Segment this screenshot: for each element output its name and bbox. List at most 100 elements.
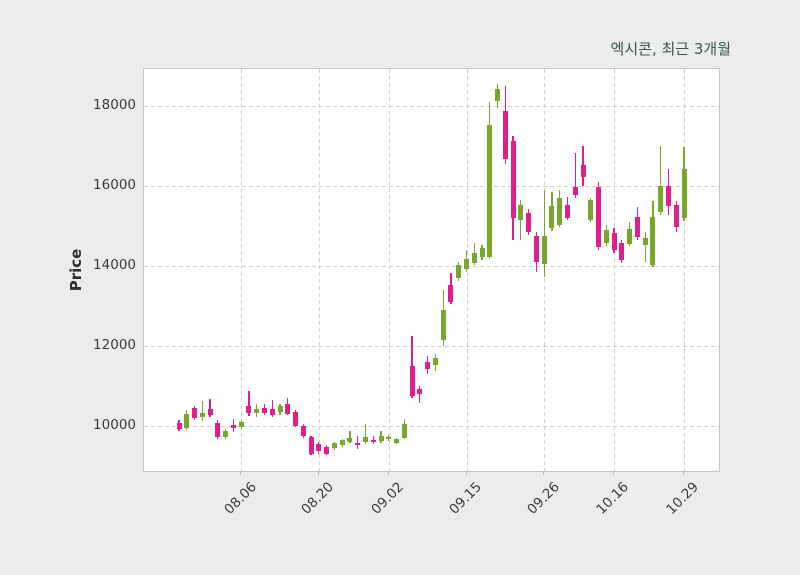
candle-body bbox=[565, 204, 570, 218]
candle-body bbox=[588, 199, 594, 220]
candle-body bbox=[363, 437, 368, 442]
candle-body bbox=[596, 186, 601, 247]
candle-body bbox=[681, 168, 687, 219]
x-tick-label: 08.06 bbox=[220, 479, 260, 518]
candle-wick bbox=[349, 430, 351, 444]
candle-body bbox=[378, 435, 384, 441]
candle-body bbox=[238, 421, 244, 427]
candle-wick bbox=[644, 231, 646, 262]
candle-body bbox=[277, 405, 283, 413]
candle-body bbox=[673, 204, 679, 227]
candle-body bbox=[580, 164, 586, 178]
candle-body bbox=[230, 425, 236, 429]
candle-body bbox=[510, 141, 516, 218]
candle-body bbox=[634, 216, 640, 237]
gridline-horizontal bbox=[144, 106, 719, 108]
candle-wick bbox=[248, 390, 250, 416]
candle-body bbox=[184, 413, 190, 428]
candle-body bbox=[308, 437, 314, 454]
candle-wick bbox=[209, 398, 211, 418]
x-tick-label: 09.15 bbox=[446, 479, 485, 518]
candle-body bbox=[355, 443, 361, 446]
candle-body bbox=[215, 423, 221, 438]
candle-body bbox=[495, 88, 500, 102]
candle-body bbox=[409, 365, 415, 396]
candle-wick bbox=[232, 418, 235, 432]
candle-body bbox=[199, 412, 205, 417]
candle-wick bbox=[271, 399, 273, 418]
candle-body bbox=[207, 408, 213, 416]
gridline-vertical bbox=[388, 69, 390, 471]
candle-body bbox=[526, 212, 532, 232]
x-tick-mark bbox=[683, 471, 684, 475]
chart-title: 엑시콘, 최근 3개월 bbox=[610, 40, 731, 58]
x-tick-label: 09.02 bbox=[368, 479, 408, 518]
x-tick-mark bbox=[613, 471, 615, 475]
y-tick-label: 18000 bbox=[93, 97, 136, 114]
candle-body bbox=[464, 258, 469, 269]
gridline-horizontal bbox=[144, 425, 719, 427]
candle-body bbox=[440, 310, 446, 341]
candle-wick bbox=[660, 146, 662, 215]
x-tick-label: 08.20 bbox=[298, 479, 338, 518]
candle-body bbox=[386, 436, 392, 440]
candle-body bbox=[619, 242, 625, 260]
candle-body bbox=[603, 229, 609, 243]
candle-body bbox=[572, 186, 578, 195]
candle-body bbox=[401, 423, 407, 438]
candle-body bbox=[642, 237, 648, 245]
plot-area bbox=[143, 68, 720, 472]
candle-body bbox=[448, 285, 454, 302]
candle-body bbox=[324, 447, 330, 454]
gridline-vertical bbox=[614, 69, 616, 471]
candle-body bbox=[269, 408, 275, 416]
x-tick-mark bbox=[543, 471, 545, 475]
x-tick-label: 10.16 bbox=[593, 479, 633, 518]
candle-body bbox=[425, 362, 431, 369]
y-tick-label: 14000 bbox=[93, 257, 136, 273]
candle-body bbox=[394, 439, 399, 443]
candle-body bbox=[417, 388, 423, 394]
candle-body bbox=[192, 407, 197, 419]
gridline-horizontal bbox=[144, 345, 719, 347]
candle-body bbox=[262, 407, 267, 413]
candle-body bbox=[246, 405, 252, 414]
candle-body bbox=[611, 232, 617, 250]
candle-body bbox=[432, 358, 438, 366]
candle-body bbox=[533, 236, 539, 262]
x-tick-mark bbox=[387, 471, 389, 475]
candle-body bbox=[300, 425, 306, 436]
y-tick-label: 12000 bbox=[93, 336, 136, 353]
x-tick-mark bbox=[465, 471, 467, 475]
candle-body bbox=[479, 247, 485, 257]
candle-body bbox=[666, 186, 671, 207]
candle-body bbox=[541, 236, 547, 264]
candle-body bbox=[471, 252, 477, 263]
x-tick-label: 10.29 bbox=[663, 479, 703, 518]
candle-body bbox=[650, 216, 656, 265]
candle-body bbox=[658, 186, 664, 213]
candle-body bbox=[557, 197, 563, 225]
candle-body bbox=[347, 437, 353, 442]
candle-body bbox=[549, 206, 555, 229]
candle-body bbox=[316, 443, 322, 451]
candle-body bbox=[487, 125, 493, 257]
gridline-vertical bbox=[684, 69, 685, 471]
candle-body bbox=[627, 228, 633, 244]
x-tick-mark bbox=[317, 471, 319, 475]
gridline-vertical bbox=[318, 69, 320, 471]
candle-body bbox=[518, 204, 524, 220]
candle-wick bbox=[574, 152, 576, 199]
candle-body bbox=[456, 264, 462, 278]
candle-body bbox=[502, 111, 508, 159]
gridline-vertical bbox=[241, 69, 243, 471]
candle-wick bbox=[357, 435, 359, 449]
candle-body bbox=[285, 403, 291, 414]
candle-body bbox=[176, 422, 182, 429]
candle-body bbox=[331, 442, 337, 448]
x-tick-mark bbox=[240, 471, 242, 475]
candle-wick bbox=[520, 199, 522, 240]
gridline-horizontal bbox=[144, 266, 719, 267]
candle-wick bbox=[419, 386, 421, 403]
